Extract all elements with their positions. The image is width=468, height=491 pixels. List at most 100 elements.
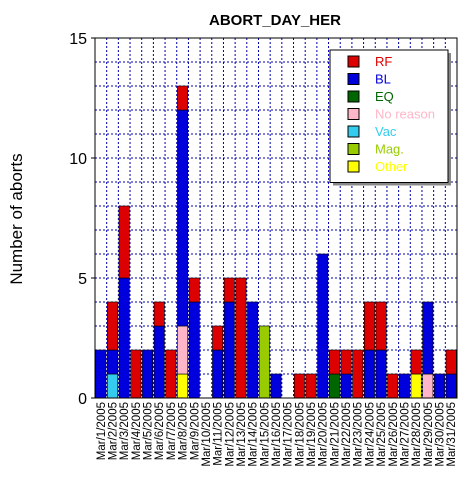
x-tick-label: Mar/16/2005	[271, 402, 283, 467]
bar-segment-rf	[212, 325, 224, 351]
legend-label: Vac	[375, 124, 397, 139]
x-tick-label: Mar/3/2005	[119, 402, 131, 460]
bar-segment-bl	[270, 373, 282, 399]
bar-segment-bl	[247, 301, 259, 399]
bar-segment-rf	[340, 349, 352, 375]
x-tick-label: Mar/4/2005	[131, 402, 143, 460]
x-tick-label: Mar/1/2005	[96, 402, 108, 460]
x-tick-label: Mar/9/2005	[189, 402, 201, 460]
x-tick-label: Mar/2/2005	[108, 402, 120, 460]
legend-swatch	[347, 55, 360, 68]
legend-label: RF	[375, 54, 392, 69]
bar-segment-rf	[293, 373, 305, 399]
bar-segment-bl	[212, 349, 224, 399]
chart-title: ABORT_DAY_HER	[209, 12, 341, 29]
bar-segment-rf	[235, 277, 247, 399]
bar-segment-bl	[153, 325, 165, 399]
bar-segment-bl	[375, 349, 387, 399]
bar-segment-bl	[107, 349, 118, 375]
bar-segment-rf	[165, 349, 177, 399]
x-tick-label: Mar/5/2005	[143, 402, 155, 460]
legend-label: EQ	[375, 89, 394, 104]
x-tick-label: Mar/21/2005	[329, 402, 341, 467]
bar-segment-rf	[107, 301, 118, 351]
bar-segment-rf	[375, 301, 387, 351]
legend-swatch	[347, 73, 360, 85]
legend-label: No reason	[375, 107, 435, 122]
axes	[91, 37, 458, 399]
x-tick-label: Mar/25/2005	[376, 402, 388, 467]
bar-segment-bl	[95, 349, 107, 399]
bar-segment-eq	[328, 373, 340, 399]
bar-segment-no-reason	[177, 325, 189, 375]
bar-segment-bl	[363, 349, 375, 399]
bar-segment-mag-	[258, 325, 270, 399]
x-tick-label: Mar/28/2005	[411, 402, 423, 467]
legend-swatch	[347, 90, 360, 103]
x-tick-label: Mar/31/2005	[446, 402, 458, 467]
bars	[95, 85, 457, 399]
x-tick-label: Mar/29/2005	[423, 402, 435, 467]
x-tick-label: Mar/24/2005	[364, 402, 376, 467]
bar-segment-other	[177, 373, 189, 399]
x-tick-label: Mar/27/2005	[399, 402, 411, 467]
bar-segment-rf	[130, 349, 142, 399]
legend-label: Other	[375, 159, 408, 174]
bar-segment-bl	[340, 373, 352, 399]
x-tick-label: Mar/10/2005	[201, 402, 213, 467]
legend-label: BL	[375, 72, 391, 87]
x-tick-label: Mar/22/2005	[341, 402, 353, 467]
x-tick-label: Mar/30/2005	[434, 402, 446, 467]
x-tick-label: Mar/12/2005	[224, 402, 236, 467]
x-tick-label: Mar/11/2005	[213, 402, 225, 466]
y-tick-label: 0	[78, 391, 87, 408]
x-tick-label: Mar/23/2005	[353, 402, 365, 467]
legend: RF BL EQ No reason Vac Mag. Other	[329, 49, 451, 186]
legend-swatch	[347, 125, 360, 138]
legend-label: Mag.	[375, 142, 404, 157]
x-tick-label: Mar/18/2005	[294, 402, 306, 467]
bar-segment-rf	[153, 301, 165, 327]
bar-segment-rf	[188, 277, 200, 303]
bar-segment-other	[410, 373, 422, 399]
legend-swatch	[347, 143, 360, 155]
x-tick-label: Mar/8/2005	[178, 402, 190, 460]
x-tick-labels: Mar/1/2005 Mar/2/2005 Mar/3/2005 Mar/4/2005…	[96, 402, 458, 467]
plot-frame	[94, 37, 458, 399]
bar-segment-rf	[352, 349, 364, 399]
x-tick-label: Mar/26/2005	[388, 402, 400, 467]
bar-segment-rf	[305, 373, 317, 399]
bar-segment-rf	[328, 349, 340, 375]
bar-segment-no-reason	[422, 373, 434, 399]
x-tick-label: Mar/20/2005	[318, 402, 330, 467]
bar-segment-bl	[177, 109, 189, 327]
y-tick-label: 15	[69, 31, 87, 48]
x-tick-label: Mar/15/2005	[259, 402, 271, 467]
bar-segment-rf	[223, 277, 235, 303]
y-axis-label: Number of aborts	[7, 153, 26, 284]
y-tick-labels: 0 5 10 15	[69, 31, 87, 408]
y-tick-label: 5	[78, 271, 87, 288]
x-tick-label: Mar/17/2005	[283, 402, 295, 467]
bar-segment-bl	[142, 349, 153, 399]
legend-swatch	[347, 160, 360, 173]
bar-segment-rf	[118, 205, 130, 279]
bar-segment-bl	[223, 301, 235, 399]
x-tick-label: Mar/14/2005	[248, 402, 260, 467]
bar-segment-rf	[363, 301, 375, 351]
bar-segment-bl	[118, 277, 130, 399]
x-tick-label: Mar/13/2005	[236, 402, 248, 467]
x-tick-label: Mar/19/2005	[306, 402, 318, 467]
bar-segment-bl	[399, 373, 410, 399]
bar-segment-bl	[188, 301, 200, 399]
bar-segment-rf	[387, 373, 399, 399]
x-tick-label: Mar/6/2005	[154, 402, 166, 460]
bar-segment-rf	[410, 349, 422, 375]
bar-segment-vac	[107, 373, 118, 399]
legend-swatch	[347, 108, 360, 120]
bar-segment-rf	[177, 85, 189, 111]
bar-segment-bl	[434, 373, 445, 399]
bar-segment-bl	[422, 301, 434, 375]
